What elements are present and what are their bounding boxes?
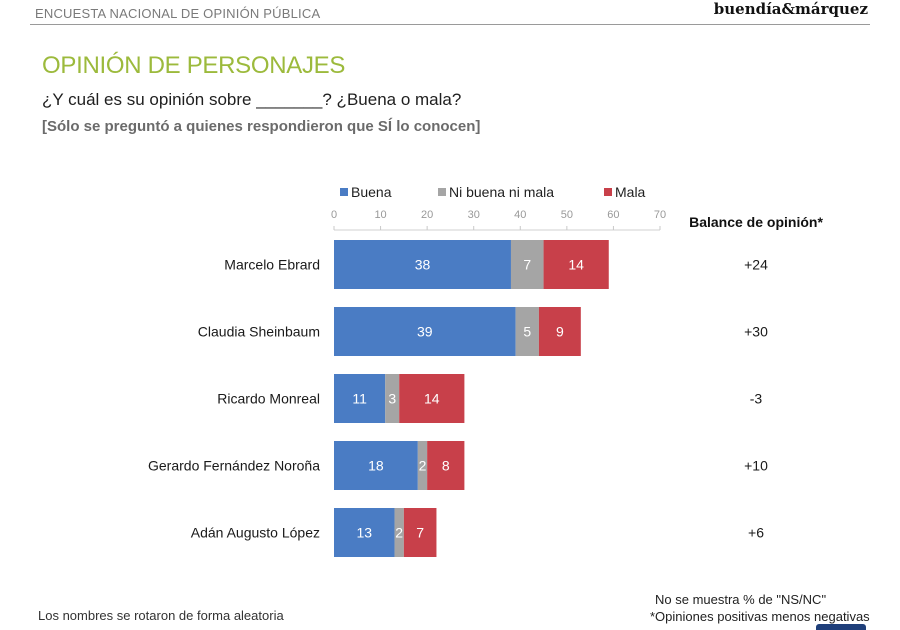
- survey-question: ¿Y cuál es su opinión sobre _______? ¿Bu…: [42, 90, 462, 109]
- bar-segment: [510, 240, 544, 289]
- bar-value-label: 14: [568, 257, 584, 273]
- x-tick-label: 40: [514, 209, 526, 221]
- category-label: Adán Augusto López: [191, 525, 320, 541]
- bar-segment: [399, 374, 465, 423]
- bar-segment: [403, 508, 437, 557]
- x-tick-label: 30: [468, 209, 480, 221]
- footer-note-balance: *Opiniones positivas menos negativas: [650, 609, 870, 624]
- bar-segment: [417, 441, 428, 490]
- bar-value-label: 2: [395, 525, 403, 541]
- bar-segment: [394, 508, 404, 557]
- legend-label: Mala: [615, 184, 646, 200]
- footer-note-rotation: Los nombres se rotaron de forma aleatori…: [38, 608, 284, 623]
- bar-value-label: 3: [388, 391, 396, 407]
- balance-title: Balance de opinión*: [689, 214, 823, 230]
- legend-label: Ni buena ni mala: [449, 184, 554, 200]
- survey-name: ENCUESTA NACIONAL DE OPINIÓN PÚBLICA: [35, 6, 321, 21]
- legend-swatch: [340, 188, 348, 196]
- footer-note-nsnc: No se muestra % de "NS/NC": [655, 592, 827, 607]
- x-tick-label: 20: [421, 209, 433, 221]
- category-label: Claudia Sheinbaum: [198, 324, 320, 340]
- bar-value-label: 8: [442, 458, 450, 474]
- bar-segment: [538, 307, 581, 356]
- bar-segment: [427, 441, 465, 490]
- bar-segment: [334, 508, 395, 557]
- bar-segment: [334, 374, 386, 423]
- brand-logo: buendía&márquez: [713, 0, 868, 18]
- category-label: Gerardo Fernández Noroña: [148, 458, 320, 474]
- bar-segment: [385, 374, 400, 423]
- x-tick-label: 50: [561, 209, 573, 221]
- bar-value-label: 7: [523, 257, 531, 273]
- x-tick-label: 60: [607, 209, 619, 221]
- bar-value-label: 2: [419, 458, 427, 474]
- x-tick-label: 10: [374, 209, 386, 221]
- bar-value-label: 18: [368, 458, 384, 474]
- balance-value: +30: [744, 324, 768, 340]
- corner-accent: [816, 624, 866, 630]
- page-title: OPINIÓN DE PERSONAJES: [42, 52, 346, 79]
- bar-segment: [334, 240, 511, 289]
- legend-label: Buena: [351, 184, 392, 200]
- balance-value: -3: [750, 391, 763, 407]
- x-tick-label: 70: [654, 209, 666, 221]
- balance-value: +24: [744, 257, 768, 273]
- bar-value-label: 5: [523, 324, 531, 340]
- category-label: Ricardo Monreal: [217, 391, 320, 407]
- bar-value-label: 14: [424, 391, 440, 407]
- bar-value-label: 11: [352, 391, 367, 407]
- bar-value-label: 38: [415, 257, 431, 273]
- bar-value-label: 13: [356, 525, 372, 541]
- bar-value-label: 9: [556, 324, 564, 340]
- survey-note: [Sólo se preguntó a quienes respondieron…: [42, 118, 481, 135]
- bar-segment: [334, 307, 516, 356]
- bar-value-label: 7: [416, 525, 424, 541]
- bar-value-label: 39: [417, 324, 433, 340]
- balance-value: +10: [744, 458, 768, 474]
- balance-value: +6: [748, 525, 764, 541]
- category-label: Marcelo Ebrard: [224, 257, 320, 273]
- bar-segment: [334, 441, 418, 490]
- legend-swatch: [438, 188, 446, 196]
- bar-segment: [543, 240, 609, 289]
- legend-swatch: [604, 188, 612, 196]
- x-tick-label: 0: [331, 209, 337, 221]
- bar-segment: [515, 307, 539, 356]
- header-bar: ENCUESTA NACIONAL DE OPINIÓN PÚBLICA bue…: [30, 0, 870, 25]
